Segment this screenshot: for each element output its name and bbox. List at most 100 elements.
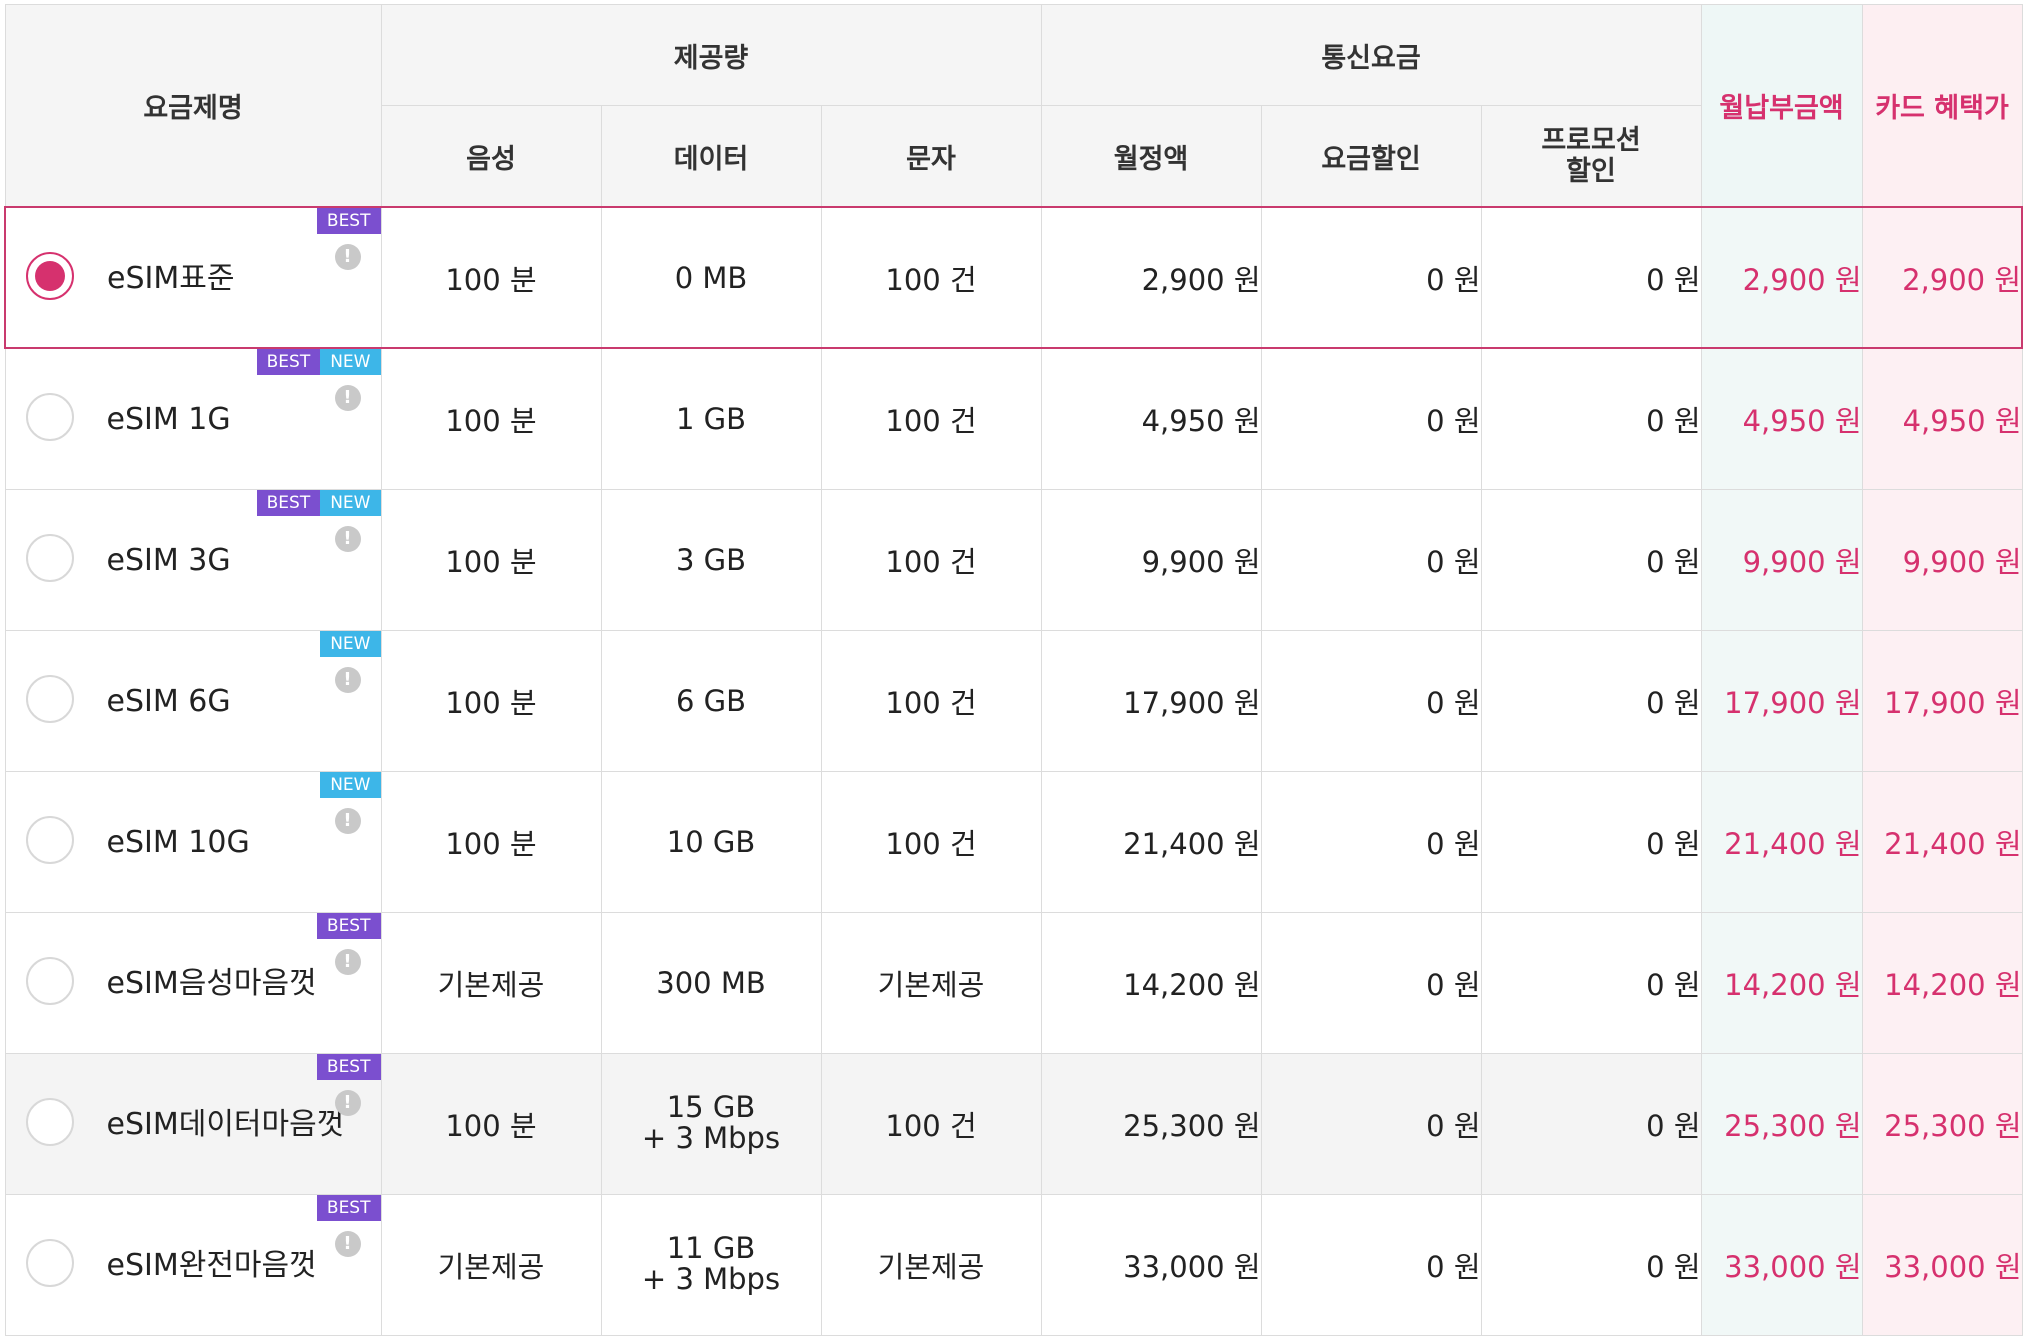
best-badge: BEST (316, 912, 381, 939)
plan-radio-button[interactable] (25, 1238, 74, 1287)
plan-promo-discount: 0 원 (1480, 1052, 1702, 1195)
plan-name-cell[interactable]: eSIM 10G NEW! (4, 770, 382, 913)
info-icon[interactable]: ! (334, 948, 361, 975)
plan-monthly-total: 9,900 원 (1700, 488, 1863, 631)
plan-badges: BEST NEW (256, 349, 381, 375)
plan-discount: 0 원 (1260, 1193, 1482, 1336)
plan-badges: BEST NEW (256, 489, 381, 516)
plan-card-price: 33,000 원 (1861, 1193, 2023, 1336)
plan-row[interactable]: eSIM완전마음껏 BEST! 기본제공 11 GB + 3 Mbps 기본제공 33,00… (4, 1193, 2023, 1336)
info-icon[interactable]: ! (334, 1089, 361, 1116)
plan-voice: 100 분 (380, 1052, 602, 1195)
info-icon[interactable]: ! (334, 244, 361, 270)
plan-table: 요금제명 제공량 통신요금 월납부금액 카드 혜택가 음성 데이터 문자 월정액… (4, 4, 2024, 1336)
plan-radio-button[interactable] (25, 393, 74, 441)
plan-sms: 기본제공 (820, 911, 1042, 1054)
plan-data: 3 GB (675, 542, 747, 577)
plan-name-cell[interactable]: eSIM 3G BEST NEW! (4, 488, 382, 631)
plan-card-price: 2,900 원 (1861, 206, 2024, 349)
plan-radio-button[interactable] (25, 956, 74, 1005)
plan-name: eSIM 1G (106, 402, 231, 437)
info-icon[interactable]: ! (334, 1230, 361, 1257)
header-plan-name: 요금제명 (4, 4, 382, 208)
plan-name-cell[interactable]: eSIM 6G NEW! (4, 629, 382, 772)
plan-discount: 0 원 (1260, 347, 1482, 490)
plan-radio-button[interactable] (25, 1097, 74, 1146)
plan-name: eSIM데이터마음껏 (106, 1106, 345, 1142)
best-badge: BEST (256, 489, 321, 516)
plan-data-extra: + 3 Mbps (641, 1121, 781, 1155)
plan-data-cell: 1 GB (600, 347, 822, 490)
plan-promo-discount: 0 원 (1480, 206, 1702, 349)
plan-sms: 100 건 (820, 770, 1042, 913)
plan-sms: 100 건 (820, 629, 1042, 772)
info-icon[interactable]: ! (334, 807, 361, 834)
header-data: 데이터 (600, 105, 822, 208)
header-card-benefit: 카드 혜택가 (1861, 4, 2023, 208)
plan-name: eSIM표준 (107, 261, 235, 296)
plan-badges: BEST (316, 208, 381, 234)
header-monthly: 월정액 (1040, 105, 1262, 208)
table-header: 요금제명 제공량 통신요금 월납부금액 카드 혜택가 음성 데이터 문자 월정액… (4, 4, 2023, 208)
plan-monthly-fee: 2,900 원 (1040, 206, 1262, 349)
header-promo-discount: 프로모션 할인 (1480, 105, 1702, 208)
plan-badges: BEST (316, 912, 381, 939)
header-discount: 요금할인 (1260, 105, 1482, 208)
plan-radio-button[interactable] (26, 252, 74, 300)
plan-sms: 기본제공 (820, 1193, 1042, 1336)
plan-monthly-fee: 25,300 원 (1040, 1052, 1262, 1195)
plan-card-price: 17,900 원 (1861, 629, 2023, 772)
plan-data-cell: 0 MB (600, 206, 822, 349)
plan-name-cell[interactable]: eSIM완전마음껏 BEST! (4, 1193, 382, 1336)
plan-radio-button[interactable] (25, 815, 74, 864)
plan-monthly-fee: 4,950 원 (1040, 347, 1262, 490)
plan-name-cell[interactable]: eSIM음성마음껏 BEST! (4, 911, 382, 1054)
plan-monthly-total: 2,900 원 (1700, 206, 1863, 349)
new-badge: NEW (320, 489, 381, 516)
plan-radio-button[interactable] (25, 674, 74, 723)
plan-badges: BEST (316, 1194, 381, 1221)
plan-sms: 100 건 (820, 347, 1042, 490)
plan-name-cell[interactable]: eSIM표준 BEST! (4, 206, 382, 349)
best-badge: BEST (316, 1053, 381, 1080)
plan-card-price: 21,400 원 (1861, 770, 2023, 913)
plan-card-price: 25,300 원 (1861, 1052, 2023, 1195)
best-badge: BEST (256, 349, 321, 375)
plan-monthly-total: 25,300 원 (1700, 1052, 1863, 1195)
info-icon[interactable]: ! (334, 666, 361, 693)
plan-monthly-fee: 14,200 원 (1040, 911, 1262, 1054)
plan-discount: 0 원 (1260, 206, 1482, 349)
header-promo-line2: 할인 (1566, 156, 1616, 187)
plan-name-cell[interactable]: eSIM데이터마음껏 BEST! (4, 1052, 382, 1195)
plan-name-cell[interactable]: eSIM 1G BEST NEW! (4, 347, 382, 490)
plan-row[interactable]: eSIM데이터마음껏 BEST! 100 분 15 GB + 3 Mbps 100 건 25… (4, 1052, 2023, 1195)
plan-voice: 기본제공 (380, 911, 602, 1054)
header-provided: 제공량 (380, 4, 1042, 106)
plan-badges: NEW (320, 771, 381, 798)
header-voice: 음성 (380, 105, 602, 208)
plan-data: 15 GB (666, 1090, 756, 1124)
plan-monthly-total: 33,000 원 (1700, 1193, 1863, 1336)
plan-discount: 0 원 (1260, 488, 1482, 631)
plan-promo-discount: 0 원 (1480, 347, 1702, 490)
plan-monthly-fee: 17,900 원 (1040, 629, 1262, 772)
info-icon[interactable]: ! (334, 525, 361, 552)
plan-data: 6 GB (675, 683, 747, 718)
plan-monthly-total: 21,400 원 (1700, 770, 1863, 913)
info-icon[interactable]: ! (334, 385, 361, 411)
plan-radio-button[interactable] (25, 533, 74, 582)
plan-monthly-fee: 21,400 원 (1040, 770, 1262, 913)
plan-discount: 0 원 (1260, 629, 1482, 772)
plan-voice: 100 분 (380, 770, 602, 913)
plan-name: eSIM 6G (106, 683, 231, 719)
plan-badges: BEST (316, 1053, 381, 1080)
header-promo-line1: 프로모션 (1541, 125, 1641, 156)
